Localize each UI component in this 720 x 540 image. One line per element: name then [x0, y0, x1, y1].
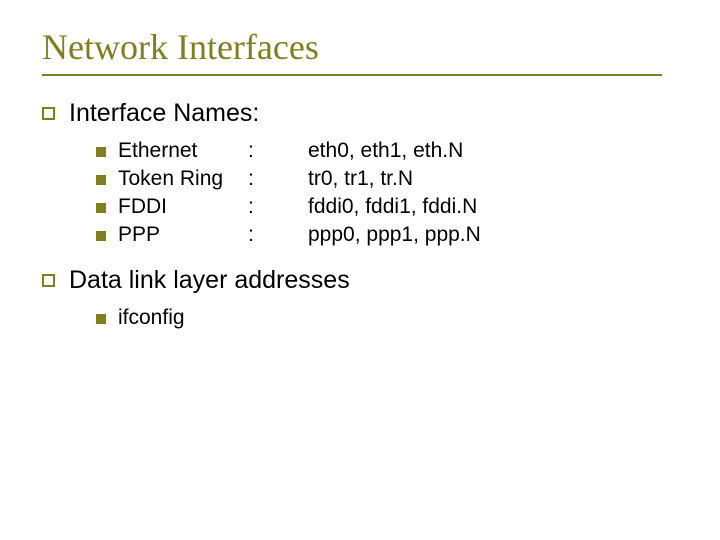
- square-bullet-icon: [96, 231, 106, 241]
- interface-example: ppp0, ppp1, ppp.N: [308, 223, 481, 247]
- bullet-data-link: Data link layer addresses: [42, 265, 678, 296]
- data-link-list: ifconfig: [96, 306, 678, 330]
- square-bullet-icon: [96, 147, 106, 157]
- bullet-label: Data link layer addresses: [69, 265, 350, 296]
- title-underline: [42, 74, 662, 76]
- square-bullet-icon: [42, 274, 55, 287]
- square-bullet-icon: [96, 314, 106, 324]
- interface-name: Token Ring: [118, 167, 248, 191]
- square-bullet-icon: [96, 175, 106, 185]
- interface-example: fddi0, fddi1, fddi.N: [308, 195, 477, 219]
- slide-title: Network Interfaces: [42, 28, 678, 68]
- interface-names-list: Ethernet : eth0, eth1, eth.N Token Ring …: [96, 139, 678, 247]
- list-item: PPP : ppp0, ppp1, ppp.N: [96, 223, 678, 247]
- slide: Network Interfaces Interface Names: Ethe…: [0, 0, 720, 540]
- list-item: ifconfig: [96, 306, 678, 330]
- separator: :: [248, 223, 308, 247]
- bullet-label: Interface Names:: [69, 98, 259, 129]
- interface-name: FDDI: [118, 195, 248, 219]
- square-bullet-icon: [96, 203, 106, 213]
- separator: :: [248, 139, 308, 163]
- bullet-interface-names: Interface Names:: [42, 98, 678, 129]
- interface-name: PPP: [118, 223, 248, 247]
- interface-name: Ethernet: [118, 139, 248, 163]
- list-item: Token Ring : tr0, tr1, tr.N: [96, 167, 678, 191]
- interface-example: eth0, eth1, eth.N: [308, 139, 463, 163]
- command-name: ifconfig: [118, 306, 248, 330]
- interface-example: tr0, tr1, tr.N: [308, 167, 413, 191]
- list-item: Ethernet : eth0, eth1, eth.N: [96, 139, 678, 163]
- square-bullet-icon: [42, 107, 55, 120]
- separator: :: [248, 167, 308, 191]
- list-item: FDDI : fddi0, fddi1, fddi.N: [96, 195, 678, 219]
- separator: :: [248, 195, 308, 219]
